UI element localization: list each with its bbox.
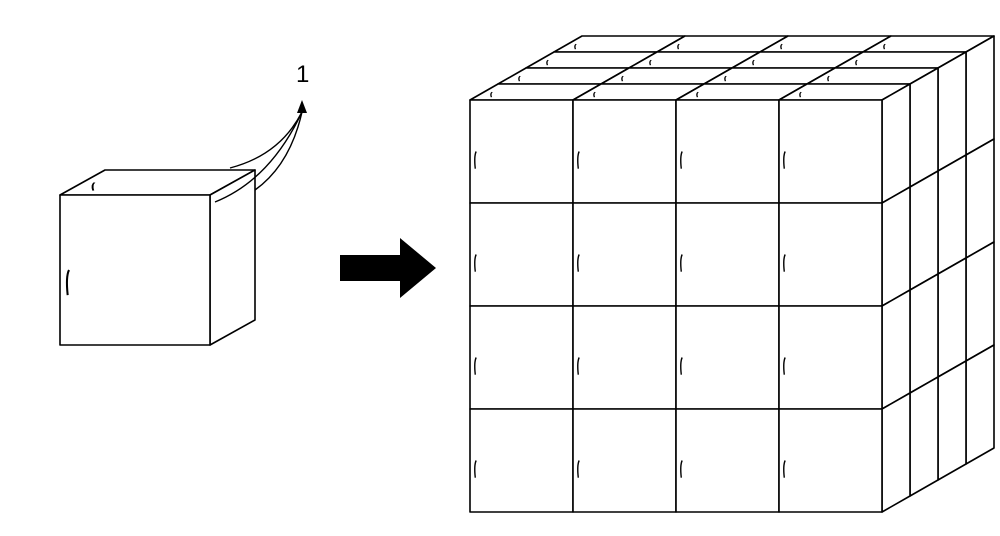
unit-label: 1 [296, 61, 309, 89]
unit-cube [60, 100, 307, 345]
transform-arrow [340, 238, 436, 298]
tessellated-cube [470, 36, 994, 512]
diagram-canvas [0, 0, 1000, 536]
